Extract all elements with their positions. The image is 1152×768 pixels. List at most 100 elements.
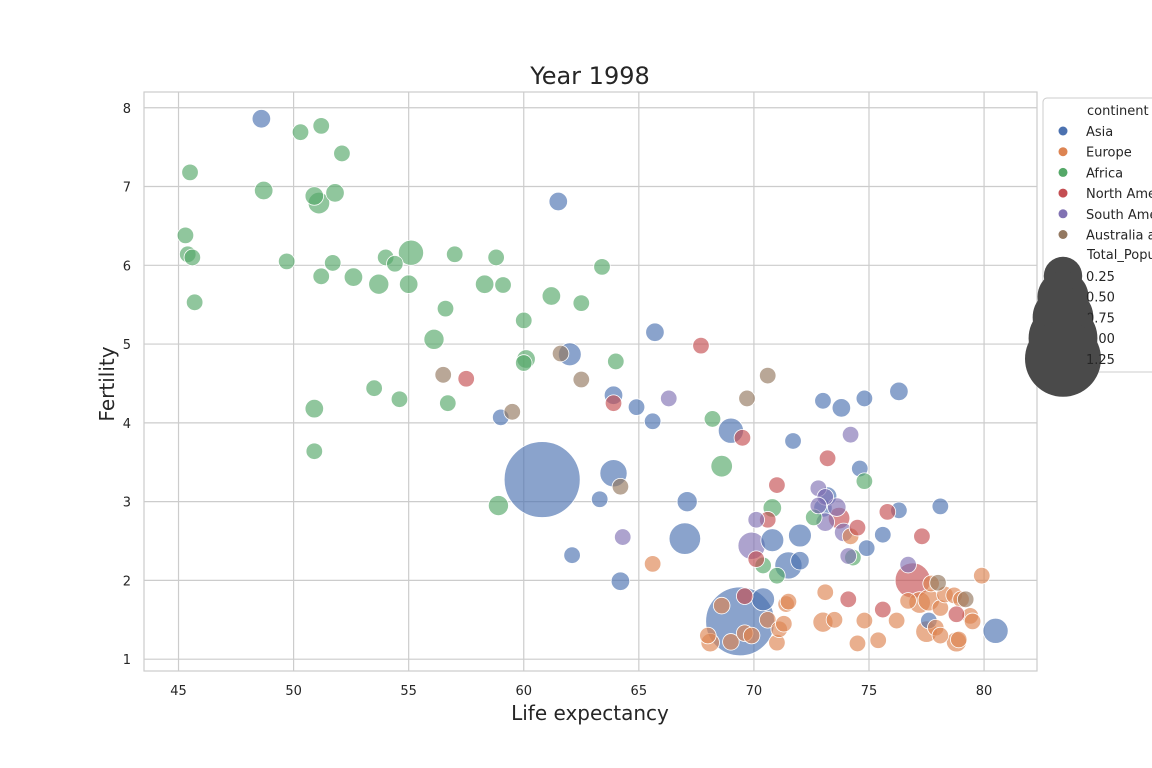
legend-label: South America: [1086, 208, 1152, 223]
legend-hue-title: continent: [1087, 104, 1149, 119]
data-point: [304, 399, 324, 419]
data-point: [809, 496, 828, 515]
x-tick-label: 45: [170, 684, 187, 699]
data-point: [982, 617, 1009, 644]
data-point: [788, 523, 812, 548]
data-point: [660, 389, 678, 408]
data-point: [643, 555, 662, 573]
data-point: [604, 394, 623, 412]
data-point: [747, 550, 765, 568]
data-point: [390, 390, 409, 408]
data-point: [176, 226, 195, 245]
x-tick-label: 55: [400, 684, 417, 699]
data-point: [503, 403, 521, 421]
legend-label: Africa: [1086, 166, 1123, 181]
data-point: [251, 109, 272, 129]
x-tick-label: 75: [861, 684, 878, 699]
legend: continent Asia Europe Africa North America S…: [1025, 97, 1152, 397]
data-point: [738, 389, 756, 408]
data-point: [827, 497, 847, 517]
data-point: [736, 587, 754, 605]
data-point: [399, 274, 419, 294]
data-point: [899, 592, 917, 610]
data-point: [692, 336, 710, 355]
data-point: [610, 571, 631, 591]
data-point: [324, 254, 342, 272]
y-tick-label: 7: [123, 181, 131, 196]
legend-marker: [1058, 167, 1068, 177]
data-point: [494, 276, 512, 294]
data-point: [733, 429, 752, 447]
data-point: [950, 630, 968, 649]
y-tick-label: 2: [123, 574, 131, 589]
data-point: [423, 328, 445, 350]
chart-title: Year 1998: [529, 62, 650, 90]
data-point: [593, 258, 611, 276]
legend-hue-entries: Asia Europe Africa North America South Ameri…: [1058, 125, 1152, 244]
data-point: [816, 583, 834, 601]
legend-marker: [1058, 188, 1068, 198]
data-point: [611, 477, 630, 496]
legend-size-label: 0.25: [1086, 270, 1115, 285]
data-point: [305, 442, 324, 460]
y-axis-ticks: 1 2 3 4 5 6 7 8: [123, 102, 131, 668]
data-point: [855, 389, 874, 408]
legend-marker: [1058, 126, 1068, 136]
data-point: [857, 539, 876, 557]
data-point: [515, 354, 533, 372]
data-point: [956, 590, 975, 609]
data-point: [541, 286, 562, 306]
data-point: [839, 547, 857, 565]
data-point: [841, 425, 860, 444]
x-tick-label: 80: [976, 684, 993, 699]
data-point: [254, 180, 274, 201]
data-point: [185, 293, 204, 312]
data-point: [874, 600, 892, 619]
data-point: [931, 626, 950, 645]
data-point: [551, 344, 570, 363]
x-tick-label: 65: [631, 684, 648, 699]
x-tick-label: 70: [746, 684, 763, 699]
data-point: [627, 398, 646, 416]
data-point: [614, 528, 632, 546]
data-point: [839, 590, 857, 609]
data-point: [668, 522, 702, 555]
data-point: [831, 398, 852, 418]
data-point: [874, 526, 892, 544]
legend-marker: [1058, 230, 1068, 239]
data-point: [368, 273, 390, 295]
data-point: [963, 612, 982, 631]
data-point: [607, 352, 625, 371]
data-point: [710, 454, 733, 478]
plot-area-background: [143, 91, 1038, 672]
data-point: [699, 626, 717, 645]
data-point: [304, 186, 324, 206]
data-point: [742, 626, 761, 645]
data-point: [343, 267, 364, 287]
data-point: [855, 472, 874, 490]
legend-marker: [1058, 147, 1068, 157]
data-point: [181, 163, 199, 182]
data-point: [712, 596, 731, 615]
data-point: [487, 248, 505, 267]
data-point: [929, 574, 947, 592]
data-point: [436, 299, 455, 318]
data-point: [855, 611, 874, 630]
data-point: [747, 511, 765, 529]
data-point: [645, 322, 665, 342]
data-point: [487, 495, 509, 517]
data-point: [779, 592, 798, 611]
data-point: [775, 615, 793, 633]
data-point: [814, 392, 832, 410]
data-point: [869, 631, 887, 649]
data-point: [676, 491, 698, 513]
data-point: [277, 252, 296, 271]
data-point: [474, 274, 495, 294]
data-point: [899, 555, 917, 574]
data-point: [312, 267, 330, 286]
data-point: [818, 449, 837, 468]
data-point: [572, 370, 590, 389]
data-point: [825, 611, 844, 629]
legend-size-entries: 0.250.500.751.001.25: [1025, 256, 1115, 397]
